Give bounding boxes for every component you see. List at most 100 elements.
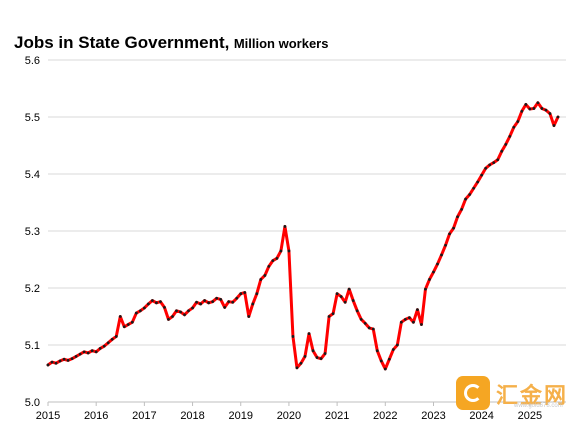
data-point (58, 359, 62, 363)
data-point (259, 278, 263, 281)
data-point (299, 361, 303, 365)
data-point (440, 253, 443, 257)
data-point (556, 115, 560, 119)
data-point (255, 292, 259, 296)
data-point (468, 193, 472, 196)
data-point (391, 348, 395, 351)
data-point (291, 335, 295, 338)
data-point (315, 356, 319, 359)
data-point (50, 360, 54, 364)
y-tick-label: 5.3 (25, 226, 40, 238)
data-point (399, 320, 403, 324)
x-tick-label: 2018 (180, 410, 204, 422)
data-point (90, 349, 94, 353)
data-point (452, 226, 455, 230)
data-point (126, 323, 130, 326)
data-point (408, 316, 411, 320)
data-point (488, 163, 492, 167)
x-tick-label: 2017 (132, 410, 156, 422)
data-point (86, 351, 90, 355)
data-point (307, 332, 311, 335)
data-point (512, 125, 516, 129)
data-point (243, 291, 247, 294)
x-tick-label: 2022 (373, 410, 397, 422)
data-point (94, 350, 98, 354)
x-tick-label: 2019 (229, 410, 253, 422)
data-point (231, 300, 235, 304)
data-point (114, 335, 118, 338)
data-point (227, 300, 231, 304)
data-point (444, 243, 447, 247)
data-point (118, 315, 122, 318)
data-point (484, 166, 488, 170)
data-point (403, 317, 407, 321)
y-tick-label: 5.0 (25, 397, 40, 409)
data-point (175, 309, 178, 313)
data-point (436, 262, 439, 266)
data-point (211, 300, 215, 304)
data-point (524, 103, 528, 106)
data-point (106, 341, 110, 345)
chart-subtitle: Million workers (233, 36, 329, 51)
data-point (460, 207, 463, 211)
data-point (134, 311, 138, 315)
data-point (387, 357, 391, 361)
data-point (235, 296, 239, 300)
data-point (448, 232, 451, 236)
series-layer (46, 101, 560, 371)
data-point (219, 298, 223, 301)
chart-title: Jobs in State Government, Million worker… (14, 33, 328, 53)
data-point (472, 186, 476, 190)
series-line (46, 101, 560, 371)
data-point (496, 158, 500, 162)
y-tick-label: 5.5 (25, 112, 40, 124)
data-point (516, 120, 520, 123)
data-point (363, 321, 367, 325)
data-point (351, 299, 355, 302)
data-point (355, 309, 359, 313)
y-tick-label: 5.1 (25, 340, 40, 352)
x-tick-label: 2023 (421, 410, 445, 422)
data-point (183, 313, 186, 317)
data-point (416, 308, 419, 312)
data-point (520, 109, 524, 113)
data-point (207, 301, 211, 305)
data-point (78, 352, 82, 356)
data-point (311, 349, 315, 353)
data-point (303, 355, 307, 358)
data-point (327, 315, 331, 318)
data-point (283, 225, 287, 228)
data-point (247, 315, 251, 318)
data-point (359, 317, 363, 321)
data-point (464, 197, 468, 201)
data-point (500, 149, 504, 153)
data-point (46, 363, 50, 367)
chart-title-main: Jobs in State Government, (14, 33, 230, 52)
data-point (251, 302, 255, 306)
data-point (339, 295, 343, 298)
x-tick-label: 2024 (469, 410, 493, 422)
data-point (420, 323, 423, 326)
data-point (347, 287, 351, 291)
data-point (395, 343, 399, 347)
data-point (428, 278, 431, 281)
watermark-badge-icon (456, 376, 490, 410)
x-tick-label: 2025 (518, 410, 542, 422)
data-point (323, 352, 327, 355)
y-tick-label: 5.2 (25, 283, 40, 295)
data-point (536, 101, 540, 105)
data-point (110, 337, 114, 341)
x-tick-label: 2016 (84, 410, 108, 422)
data-point (98, 347, 102, 350)
data-point (492, 161, 496, 165)
data-point (62, 357, 66, 361)
data-point (66, 358, 70, 362)
data-point (532, 107, 536, 110)
data-point (383, 367, 387, 371)
data-point (263, 274, 267, 277)
data-point (74, 355, 78, 358)
data-point (215, 296, 219, 300)
data-point (187, 309, 190, 313)
data-point (163, 305, 166, 309)
